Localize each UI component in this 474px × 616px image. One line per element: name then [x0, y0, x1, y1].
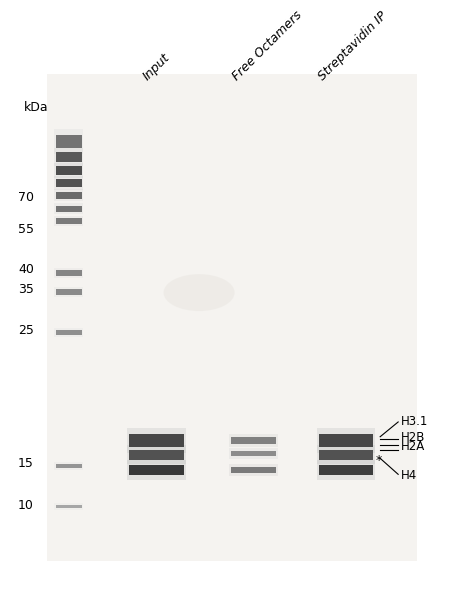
Bar — [319, 434, 373, 447]
Bar — [229, 464, 278, 476]
Bar — [54, 163, 83, 179]
Bar — [319, 464, 373, 476]
Bar — [56, 289, 82, 294]
Bar — [231, 467, 276, 473]
Bar — [56, 206, 82, 212]
Bar — [317, 460, 375, 480]
Text: H2A: H2A — [401, 440, 425, 453]
Bar — [54, 148, 83, 166]
Text: 55: 55 — [18, 222, 34, 236]
Bar — [47, 74, 417, 561]
Bar — [317, 445, 375, 464]
Bar — [319, 450, 373, 460]
Bar — [56, 330, 82, 335]
Bar — [56, 192, 82, 198]
Bar — [54, 176, 83, 190]
Bar — [54, 203, 83, 214]
Bar — [129, 464, 184, 476]
Text: 35: 35 — [18, 283, 34, 296]
Bar — [129, 434, 184, 447]
Bar — [231, 437, 276, 444]
Ellipse shape — [164, 274, 235, 311]
Bar — [54, 216, 83, 226]
Text: 15: 15 — [18, 456, 34, 470]
Text: Input: Input — [140, 51, 172, 83]
Bar — [54, 328, 83, 337]
Bar — [231, 451, 276, 456]
Bar — [56, 166, 82, 175]
Bar — [54, 268, 83, 278]
Bar — [127, 460, 185, 480]
Bar — [56, 152, 82, 162]
Bar — [54, 463, 83, 470]
Bar — [129, 450, 184, 460]
Bar — [229, 448, 278, 459]
Bar — [229, 434, 278, 447]
Bar — [127, 428, 185, 453]
Bar — [56, 505, 82, 508]
Bar — [56, 270, 82, 275]
Text: 70: 70 — [18, 190, 34, 204]
Text: Free Octamers: Free Octamers — [230, 9, 305, 83]
Bar — [56, 135, 82, 148]
Text: 10: 10 — [18, 498, 34, 512]
Text: *: * — [376, 454, 383, 468]
Bar — [54, 189, 83, 201]
Bar — [56, 179, 82, 187]
Bar — [54, 287, 83, 297]
Text: H4: H4 — [401, 469, 417, 482]
Text: kDa: kDa — [24, 101, 48, 114]
Bar — [54, 129, 83, 154]
Bar — [54, 503, 83, 509]
Bar — [127, 445, 185, 464]
Text: Streptavidin IP: Streptavidin IP — [316, 9, 389, 83]
Bar — [56, 464, 82, 468]
Bar — [317, 428, 375, 453]
Text: 25: 25 — [18, 323, 34, 337]
Text: H2B: H2B — [401, 431, 425, 444]
Text: 40: 40 — [18, 262, 34, 276]
Text: H3.1: H3.1 — [401, 415, 428, 428]
Bar — [56, 218, 82, 224]
